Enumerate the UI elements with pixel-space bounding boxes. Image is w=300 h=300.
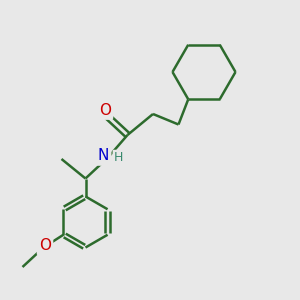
Text: O: O <box>99 103 111 118</box>
Text: O: O <box>39 238 51 253</box>
Text: N: N <box>98 148 109 164</box>
Text: H: H <box>114 151 123 164</box>
